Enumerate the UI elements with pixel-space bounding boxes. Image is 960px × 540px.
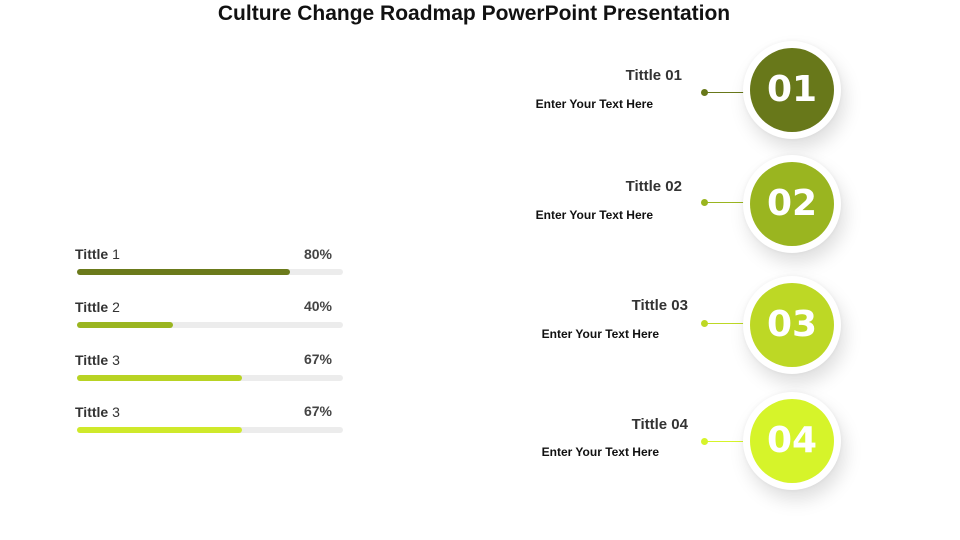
- progress-percent: 67%: [303, 403, 332, 419]
- progress-fill: [77, 375, 242, 381]
- progress-label: Tittle 1: [75, 246, 120, 262]
- progress-label: Tittle 3: [75, 352, 120, 368]
- progress-track: [77, 427, 343, 433]
- page-title: Culture Change Roadmap PowerPoint Presen…: [217, 2, 731, 25]
- step-title: Tittle 02: [625, 178, 682, 195]
- connector-dot: [701, 438, 708, 445]
- progress-percent: 40%: [303, 298, 332, 314]
- step-badge: 01: [743, 41, 841, 139]
- step-badge: 04: [743, 392, 841, 490]
- connector-line: [705, 202, 745, 203]
- connector-line: [705, 92, 745, 93]
- step-number: 04: [750, 399, 834, 483]
- progress-percent: 67%: [303, 351, 332, 367]
- progress-fill: [77, 427, 242, 433]
- progress-label: Tittle 2: [75, 299, 120, 315]
- progress-label: Tittle 3: [75, 404, 120, 420]
- step-badge: 02: [743, 155, 841, 253]
- step-text: Enter Your Text Here: [541, 445, 659, 459]
- progress-track: [77, 322, 343, 328]
- step-number: 01: [750, 48, 834, 132]
- connector-dot: [701, 199, 708, 206]
- connector-dot: [701, 89, 708, 96]
- step-number: 02: [750, 162, 834, 246]
- step-text: Enter Your Text Here: [535, 97, 653, 111]
- progress-track: [77, 375, 343, 381]
- progress-percent: 80%: [303, 246, 332, 262]
- progress-fill: [77, 269, 290, 275]
- progress-track: [77, 269, 343, 275]
- connector-dot: [701, 320, 708, 327]
- step-badge: 03: [743, 276, 841, 374]
- step-text: Enter Your Text Here: [535, 208, 653, 222]
- step-title: Tittle 01: [625, 67, 682, 84]
- connector-line: [705, 323, 745, 324]
- step-title: Tittle 04: [631, 416, 688, 433]
- progress-fill: [77, 322, 173, 328]
- step-title: Tittle 03: [631, 297, 688, 314]
- step-number: 03: [750, 283, 834, 367]
- connector-line: [705, 441, 745, 442]
- step-text: Enter Your Text Here: [541, 327, 659, 341]
